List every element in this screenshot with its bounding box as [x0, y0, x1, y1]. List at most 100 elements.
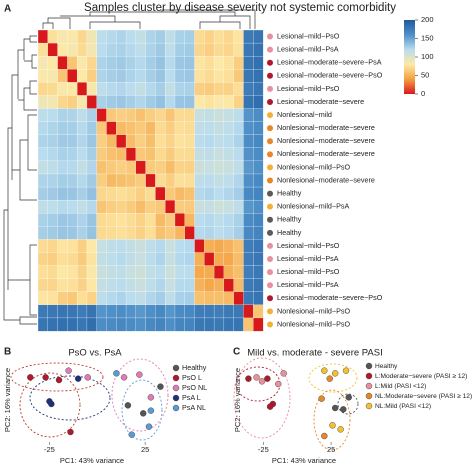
heatmap-cell — [233, 265, 244, 280]
heatmap-cell — [174, 42, 186, 57]
row-label: Nonlesional−moderate−severe — [277, 123, 375, 132]
column-dendrogram — [42, 9, 256, 29]
heatmap-cell — [213, 213, 225, 227]
heatmap-cell — [106, 173, 117, 188]
heatmap-cell — [213, 226, 225, 240]
heatmap-cell — [253, 265, 264, 280]
heatmap-cell — [253, 304, 264, 319]
data-point — [128, 431, 135, 438]
heatmap-cell — [223, 304, 235, 319]
data-point — [147, 407, 155, 414]
cluster-ellipse — [235, 366, 281, 402]
heatmap-cell — [145, 147, 156, 162]
heatmap-cell — [116, 95, 127, 109]
heatmap-cell — [243, 69, 254, 83]
heatmap-cell — [233, 278, 244, 293]
heatmap-cell — [67, 42, 78, 57]
heatmap-cell — [204, 108, 215, 123]
heatmap-cell — [37, 265, 49, 280]
heatmap-cell — [57, 278, 68, 293]
heatmap-cell — [213, 121, 225, 136]
heatmap-cell — [194, 56, 205, 70]
heatmap-cell — [135, 82, 147, 96]
heatmap-cell — [233, 108, 244, 123]
heatmap-cell — [165, 147, 176, 162]
heatmap-cell — [106, 317, 117, 332]
heatmap-cell — [233, 291, 244, 306]
heatmap-cell — [67, 278, 78, 293]
heatmap-cell — [67, 108, 78, 123]
heatmap-cell — [67, 291, 78, 306]
data-point — [331, 370, 339, 377]
heatmap-cell — [213, 304, 225, 319]
heatmap-cell — [57, 186, 68, 201]
heatmap-cell — [243, 29, 254, 44]
heatmap-cell — [253, 147, 264, 162]
heatmap-cell — [76, 108, 88, 123]
heatmap-cell — [243, 134, 254, 149]
colorbar — [404, 20, 415, 94]
heatmap-cell — [223, 173, 235, 188]
heatmap-cell — [243, 160, 254, 175]
heatmap-cell — [116, 82, 127, 96]
heatmap-cell — [213, 69, 225, 83]
heatmap-cell — [204, 56, 215, 70]
heatmap-cell — [57, 147, 68, 162]
data-point — [342, 367, 350, 374]
heatmap-cell — [213, 108, 225, 123]
heatmap-cell — [165, 82, 176, 96]
heatmap-cell — [116, 108, 127, 123]
heatmap-cell — [96, 108, 107, 123]
heatmap-cell — [165, 56, 176, 70]
heatmap-cell — [253, 213, 264, 227]
row-group-dot — [267, 151, 273, 158]
heatmap-cell — [204, 226, 215, 240]
heatmap-cell — [125, 317, 137, 332]
heatmap-cell — [67, 226, 78, 240]
heatmap-cell — [96, 213, 107, 227]
x-axis-label: PC1: 43% variance — [60, 456, 124, 465]
heatmap-cell — [184, 278, 195, 293]
heatmap-cell — [213, 134, 225, 149]
heatmap-cell — [106, 147, 117, 162]
heatmap-cell — [253, 173, 264, 188]
heatmap-cell — [67, 134, 78, 149]
heatmap-cell — [204, 147, 215, 162]
heatmap-cell — [135, 265, 147, 280]
heatmap-cell — [165, 108, 176, 123]
heatmap-cell — [194, 226, 205, 240]
heatmap-cell — [223, 265, 235, 280]
heatmap-cell — [37, 239, 49, 253]
heatmap-cell — [184, 42, 195, 57]
heatmap-cell — [223, 121, 235, 136]
heatmap-cell — [86, 199, 98, 214]
heatmap-cell — [106, 199, 117, 214]
data-point — [245, 375, 252, 382]
row-label: Nonlesional−moderate−severe — [277, 149, 375, 158]
row-group-dot — [267, 33, 273, 40]
heatmap-cell — [135, 95, 147, 109]
heatmap-cell — [76, 121, 88, 136]
heatmap-cell — [47, 317, 59, 332]
heatmap-cell — [204, 186, 215, 201]
heatmap-cell — [155, 121, 166, 136]
heatmap-cell — [204, 265, 215, 280]
heatmap-cell — [243, 213, 254, 227]
heatmap-cell — [165, 69, 176, 83]
row-group-dot — [267, 242, 273, 249]
x-tick-label: -25 — [44, 445, 55, 454]
legend-marker — [365, 382, 373, 390]
panel-title: PsO vs. PsA — [68, 348, 122, 359]
heatmap-cell — [165, 213, 176, 227]
cluster-ellipse — [29, 375, 111, 421]
heatmap-cell — [76, 317, 88, 332]
data-point — [266, 403, 274, 410]
cluster-ellipse — [337, 393, 359, 415]
heatmap-cell — [116, 42, 127, 57]
heatmap-cell — [135, 69, 147, 83]
heatmap-cell — [145, 82, 156, 96]
heatmap-cell — [174, 108, 186, 123]
heatmap-cell — [243, 108, 254, 123]
heatmap-cell — [223, 108, 235, 123]
heatmap-cell — [174, 213, 186, 227]
